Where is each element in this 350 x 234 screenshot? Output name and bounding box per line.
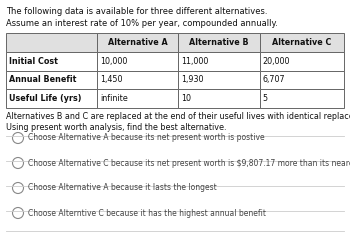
Text: Assume an interest rate of 10% per year, compounded annually.: Assume an interest rate of 10% per year,… <box>6 19 278 28</box>
Text: Alternative A: Alternative A <box>108 38 168 47</box>
Bar <box>259 52 344 70</box>
Text: Alternatives B and C are replaced at the end of their useful lives with identica: Alternatives B and C are replaced at the… <box>6 112 350 121</box>
Bar <box>178 33 259 52</box>
Text: Choose Alternative C because its net present worth is $9,807.17 more than its ne: Choose Alternative C because its net pre… <box>28 158 350 168</box>
Text: The following data is available for three different alternatives.: The following data is available for thre… <box>6 7 267 16</box>
Text: Choose Alternative A because its net present worth is postive: Choose Alternative A because its net pre… <box>28 134 265 143</box>
Bar <box>6 89 97 108</box>
Text: 20,000: 20,000 <box>262 57 290 66</box>
Text: 1,930: 1,930 <box>181 75 204 84</box>
Text: 10: 10 <box>181 94 191 103</box>
Bar <box>259 70 344 89</box>
Bar <box>97 89 178 108</box>
Text: Useful Life (yrs): Useful Life (yrs) <box>9 94 82 103</box>
Text: infinite: infinite <box>100 94 128 103</box>
Text: Initial Cost: Initial Cost <box>9 57 58 66</box>
Bar <box>259 33 344 52</box>
Text: 10,000: 10,000 <box>100 57 128 66</box>
Text: Annual Benefit: Annual Benefit <box>9 75 76 84</box>
Bar <box>97 52 178 70</box>
Bar <box>178 70 259 89</box>
Bar <box>6 70 97 89</box>
Text: Alternative C: Alternative C <box>272 38 331 47</box>
Text: Alternative B: Alternative B <box>189 38 249 47</box>
Bar <box>97 33 178 52</box>
Bar <box>6 33 97 52</box>
Text: 5: 5 <box>262 94 268 103</box>
Bar <box>259 89 344 108</box>
Bar <box>178 52 259 70</box>
Text: Using present worth analysis, find the best alternative.: Using present worth analysis, find the b… <box>6 123 226 132</box>
Bar <box>6 52 97 70</box>
Text: 6,707: 6,707 <box>262 75 285 84</box>
Text: 11,000: 11,000 <box>181 57 209 66</box>
Text: Choose Alterntive C because it has the highest annual benefit: Choose Alterntive C because it has the h… <box>28 208 266 217</box>
Text: 1,450: 1,450 <box>100 75 123 84</box>
Bar <box>178 89 259 108</box>
Text: Choose Alternative A because it lasts the longest: Choose Alternative A because it lasts th… <box>28 183 217 193</box>
Bar <box>97 70 178 89</box>
